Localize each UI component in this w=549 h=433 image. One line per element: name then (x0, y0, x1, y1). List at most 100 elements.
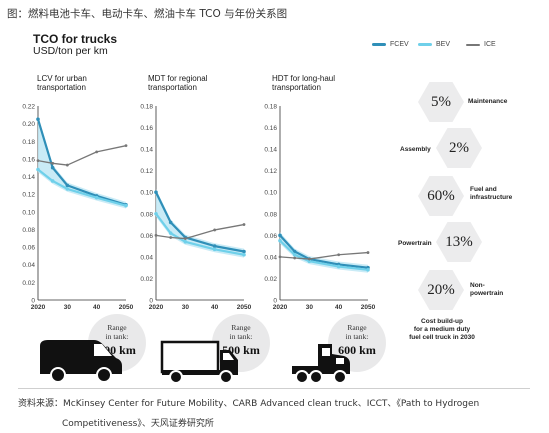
legend-ice-label: ICE (484, 41, 496, 48)
data-point-ice (293, 256, 297, 260)
cost-buildup-caption: Cost build-up for a medium duty fuel cel… (409, 318, 475, 341)
panel-title: TCO for trucks (33, 32, 118, 46)
data-point-fcev (50, 165, 55, 170)
legend-bev-swatch (418, 43, 432, 46)
data-point-bev (124, 203, 128, 208)
chart-3-title: HDT for long-haul transportation (272, 74, 335, 92)
y-tick-label: 0.02 (264, 276, 277, 283)
data-point-fcev (168, 220, 173, 225)
data-point-ice (36, 159, 40, 163)
x-tick-label: 2020 (31, 304, 46, 311)
y-tick-label: 0.08 (22, 227, 35, 234)
x-tick-label: 40 (335, 304, 343, 311)
y-tick-label: 0.06 (22, 245, 35, 252)
data-point-bev (292, 252, 297, 257)
y-tick-label: 0.16 (264, 125, 277, 132)
data-point-ice (124, 144, 128, 148)
semi-truck-icon (292, 344, 350, 384)
y-tick-label: 0.18 (140, 104, 153, 111)
chart-1-title: LCV for urban transportation (37, 74, 87, 92)
y-tick-label: 0.20 (22, 121, 35, 128)
hex-maintenance-label: Maintenance (468, 98, 508, 105)
y-tick-label: 0.02 (140, 276, 153, 283)
y-tick-label: 0.22 (22, 104, 35, 111)
chart-hdt: 0 0.02 0.04 0.06 0.08 0.10 0.12 0.14 0.16 0.18 202… (264, 104, 375, 312)
hex-pct: 20% (427, 282, 455, 298)
data-point-bev (307, 259, 312, 263)
range-bubble-hdt: Range in tank: 600 km (328, 314, 386, 372)
hex-pct: 5% (431, 94, 451, 110)
x-tick-label: 2020 (149, 304, 164, 311)
y-tick-label: 0.08 (140, 211, 153, 218)
y-tick-label: 0.02 (22, 280, 35, 287)
range-value: 600 km (338, 343, 376, 357)
legend-bev: BEV (418, 41, 450, 48)
y-tick-label: 0 (273, 298, 277, 305)
hex-nonpowertrain: 20% (418, 270, 464, 310)
data-point-ice (65, 163, 69, 167)
data-point-bev (242, 252, 246, 257)
data-point-bev (50, 179, 55, 183)
data-point-ice (366, 251, 370, 254)
hex-pct: 13% (445, 234, 473, 250)
data-point-bev (94, 195, 99, 200)
y-tick-label: 0.16 (140, 125, 153, 132)
data-point-bev (336, 264, 341, 269)
data-point-ice (95, 150, 99, 154)
legend-fcev-swatch (372, 43, 386, 46)
hex-powertrain-label: Powertrain (398, 240, 432, 247)
y-tick-label: 0 (31, 298, 35, 305)
figure-caption: 图：燃料电池卡车、电动卡车、燃油卡车 TCO 与年份关系图 (7, 8, 288, 20)
legend-fcev: FCEV (372, 41, 409, 48)
data-point-bev (366, 268, 370, 272)
y-tick-label: 0.14 (140, 147, 153, 154)
data-point-ice (242, 223, 246, 226)
x-tick-label: 2020 (273, 304, 288, 311)
x-tick-label: 30 (182, 304, 190, 311)
y-tick-label: 0.04 (22, 262, 35, 269)
data-point-fcev (154, 190, 158, 195)
data-point-ice (169, 236, 173, 239)
y-tick-label: 0.04 (140, 254, 153, 261)
data-point-bev (212, 247, 217, 252)
y-tick-label: 0.18 (22, 139, 35, 146)
legend-ice: ICE (466, 41, 496, 48)
y-tick-label: 0.10 (22, 209, 35, 216)
data-point-ice (307, 257, 311, 261)
x-tick-label: 2050 (119, 304, 134, 311)
y-tick-label: 0.12 (264, 168, 277, 175)
box-truck-icon (160, 340, 238, 384)
chart-lcv: 0 0.02 0.04 0.06 0.08 0.10 0.12 0.14 0.16 0.18 0.2… (22, 104, 133, 312)
divider (18, 388, 530, 389)
source-line-1: 资料来源：McKinsey Center for Future Mobility… (18, 399, 480, 409)
data-point-ice (278, 255, 282, 259)
source-line-2: Competitiveness》、天风证券研究所 (62, 419, 214, 429)
data-point-fcev (212, 244, 217, 248)
data-point-bev (65, 187, 70, 191)
y-tick-label: 0.10 (264, 190, 277, 197)
range-label: Range in tank: (105, 323, 129, 341)
y-tick-label: 0.10 (140, 190, 153, 197)
y-tick-label: 0 (149, 298, 153, 305)
x-tick-label: 30 (64, 304, 72, 311)
hex-assembly-label: Assembly (400, 146, 431, 153)
data-point-bev (278, 238, 282, 243)
data-point-fcev (278, 233, 282, 238)
y-tick-label: 0.04 (264, 254, 277, 261)
data-point-bev (154, 211, 158, 216)
hex-pct: 60% (427, 188, 455, 204)
panel-subtitle: USD/ton per km (33, 45, 108, 57)
range-label: Range in tank: (345, 323, 369, 341)
data-point-fcev (65, 183, 70, 188)
data-point-fcev (242, 249, 246, 254)
data-point-bev (36, 167, 40, 172)
data-point-ice (183, 237, 187, 240)
x-tick-label: 40 (93, 304, 101, 311)
hex-assembly: 2% (436, 128, 482, 168)
data-point-bev (168, 231, 173, 235)
y-tick-label: 0.06 (264, 233, 277, 240)
legend-bev-label: BEV (436, 41, 451, 48)
data-point-ice (213, 228, 217, 232)
chart-2-title: MDT for regional transportation (148, 74, 208, 92)
y-tick-label: 0.16 (22, 156, 35, 163)
